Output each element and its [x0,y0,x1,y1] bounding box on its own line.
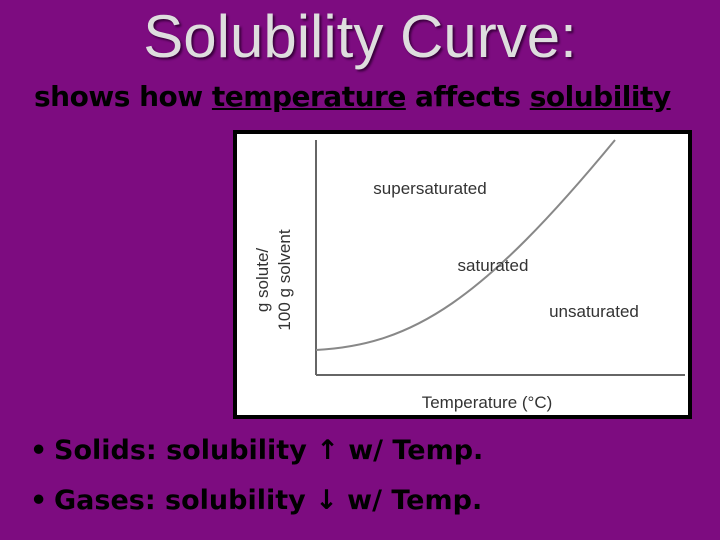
solubility-figure: supersaturated saturated unsaturated g s… [233,130,692,419]
bullet: Gases: solubility ↓ w/ Temp. [30,478,483,528]
subtitle-part: temperature [211,80,406,113]
region-label: supersaturated [373,179,486,198]
x-axis-label: Temperature (°C) [422,393,553,412]
bullet: Solids: solubility ↑ w/ Temp. [30,428,483,478]
bullet-list: Solids: solubility ↑ w/ Temp. Gases: sol… [30,428,483,528]
region-label: saturated [458,256,529,275]
slide-title: Solubility Curve: [143,3,577,70]
solubility-curve [315,139,616,351]
figure-frame [233,130,692,419]
subtitle: shows how temperature affects solubility [34,80,671,113]
y-axis-label: 100 g solvent [275,229,294,330]
subtitle-part: shows how [34,80,212,113]
y-axis-label: g solute/ [253,248,272,313]
subtitle-part: solubility [529,80,671,113]
region-label: unsaturated [549,302,639,321]
subtitle-part: affects [405,80,530,113]
